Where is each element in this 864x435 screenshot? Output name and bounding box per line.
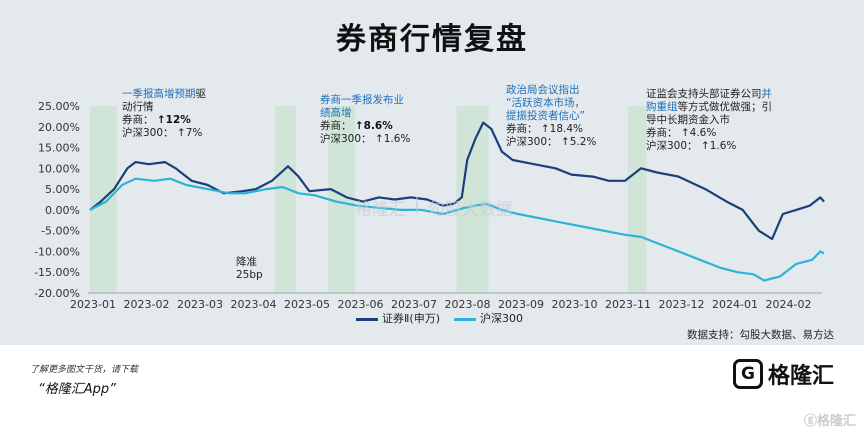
x-tick-label: 2023-04 [231, 298, 277, 311]
annotation-csrc-support: 证监会支持头部证券公司并 购重组等方式做优做强；引 导中长期资金入市 券商： ↑… [646, 88, 772, 152]
annotation-rrr-cut: 降准 25bp [236, 256, 263, 281]
x-tick-label: 2023-06 [338, 298, 384, 311]
y-tick-label: 20.00% [38, 121, 80, 134]
series-line-csi300 [89, 177, 825, 282]
y-tick-label: 5.00% [45, 183, 80, 196]
annotation-q1-report: 券商一季报发布业 绩高增 券商： ↑8.6% 沪深300： ↑1.6% [320, 94, 411, 145]
x-tick-label: 2023-12 [659, 298, 705, 311]
x-tick-label: 2023-02 [124, 298, 170, 311]
legend-item-securities: 证券Ⅱ(申万) [356, 310, 440, 326]
annotation-q1-forecast: 一季报高增预期驱 动行情 券商： ↑12% 沪深300： ↑7% [122, 88, 206, 139]
y-tick-label: -15.00% [34, 266, 80, 279]
shaded-period-5 [627, 106, 647, 293]
brand-logo: G 格隆汇 [732, 358, 834, 390]
data-source: 数据支持：勾股大数据、易方达 [687, 329, 834, 341]
x-tick-label: 2023-03 [177, 298, 223, 311]
y-tick-label: 25.00% [38, 100, 80, 113]
line-chart: 25.00% 20.00% 15.00% 10.00% 5.00% 0.00% -5.00%… [34, 100, 825, 311]
y-axis: 25.00% 20.00% 15.00% 10.00% 5.00% 0.00% -5.00%… [34, 100, 80, 300]
chart-title: 券商行情复盘 [336, 22, 528, 57]
center-watermark: 格隆汇 | 勾股大数据 [355, 195, 513, 220]
corner-watermark: ⓖ格隆汇 [803, 414, 856, 429]
y-tick-label: -10.00% [34, 245, 80, 258]
logo-icon: G [732, 359, 763, 389]
x-tick-label: 2023-10 [552, 298, 598, 311]
x-tick-label: 2024-02 [766, 298, 812, 311]
x-tick-label: 2023-01 [70, 298, 116, 311]
chart-legend: 证券Ⅱ(申万) 沪深300 [356, 310, 523, 326]
legend-item-csi300: 沪深300 [454, 310, 523, 326]
footer-app-name: “格隆汇App” [38, 382, 116, 397]
chart-panel [0, 0, 864, 345]
footer-note: 了解更多图文干货，请下载 [30, 365, 139, 375]
series-lines [89, 121, 825, 282]
x-tick-label: 2024-01 [712, 298, 758, 311]
y-tick-label: 10.00% [38, 162, 80, 175]
series-line-securities [89, 121, 825, 241]
y-tick-label: 15.00% [38, 142, 80, 155]
shaded-period-2 [274, 106, 296, 293]
y-tick-label: -5.00% [41, 225, 80, 238]
annotation-politburo: 政治局会议指出 “活跃资本市场， 提振投资者信心” 券商： ↑18.4% 沪深3… [506, 84, 597, 148]
x-tick-label: 2023-09 [498, 298, 544, 311]
shaded-period-4 [456, 106, 489, 293]
x-axis: 2023-01 2023-02 2023-03 2023-04 2023-05 2023-… [70, 298, 811, 311]
x-tick-label: 2023-05 [284, 298, 330, 311]
x-tick-label: 2023-07 [391, 298, 437, 311]
x-tick-label: 2023-08 [445, 298, 491, 311]
y-tick-label: -20.00% [34, 287, 80, 300]
x-tick-label: 2023-11 [605, 298, 651, 311]
y-tick-label: 0.00% [45, 204, 80, 217]
